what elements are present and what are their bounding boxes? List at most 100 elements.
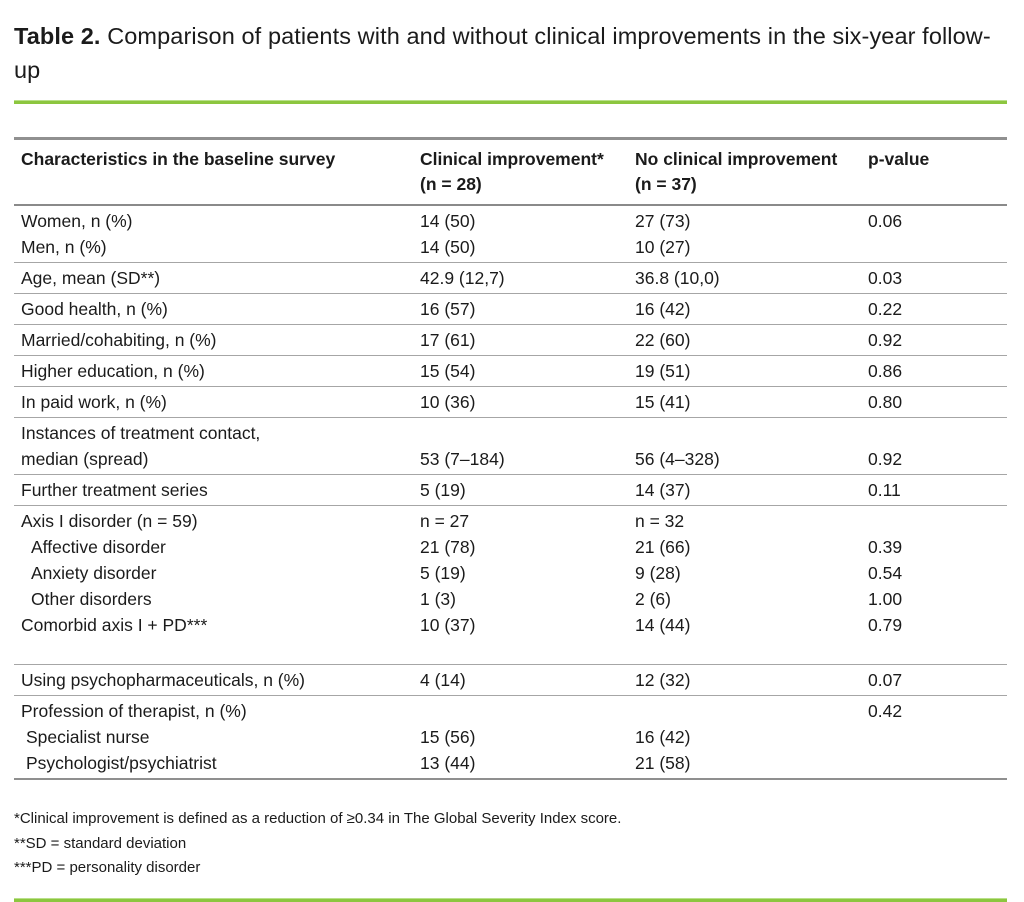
cell-value: 12 (32)	[635, 664, 868, 696]
cell-value: 10 (36)	[420, 386, 635, 418]
table-row: Women, n (%) 14 (50) 27 (73) 0.06	[14, 205, 1007, 234]
cell-p-value: 0.54	[868, 563, 903, 583]
cell-value: 2 (6)	[635, 589, 671, 609]
cell-value	[420, 696, 635, 725]
cell-p-value: 0.86	[868, 355, 1007, 387]
cell-value: 15 (56)	[420, 727, 476, 747]
row-label: Axis I disorder (n = 59)	[21, 511, 198, 531]
cell-value: 17 (61)	[420, 324, 635, 356]
cell-value: 13 (44)	[420, 750, 635, 780]
cell-value: 14 (37)	[635, 474, 868, 506]
row-label: Married/cohabiting, n (%)	[14, 324, 420, 356]
table-row: Further treatment series 5 (19) 14 (37) …	[14, 474, 1007, 506]
cell-value: 21 (78)	[420, 537, 476, 557]
row-label: Anxiety disorder	[31, 563, 157, 583]
cell-p-value: 0.03	[868, 262, 1007, 294]
footnote-clinical-improvement: *Clinical improvement is defined as a re…	[14, 810, 622, 827]
cell-value: 21 (58)	[635, 750, 868, 780]
cell-value: 22 (60)	[635, 324, 868, 356]
cell-value: 1 (3)	[420, 589, 456, 609]
cell-p-value: 0.42	[868, 701, 903, 721]
cell-p-value: 0.22	[868, 293, 1007, 325]
table-row: Psychologist/psychiatrist 13 (44) 21 (58…	[14, 750, 1007, 780]
cell-value: 4 (14)	[420, 664, 635, 696]
table-row: Age, mean (SD**) 42.9 (12,7) 36.8 (10,0)…	[14, 262, 1007, 294]
cell-p-value: 0.11	[868, 474, 1007, 506]
row-label: Using psychopharmaceuticals, n (%)	[14, 664, 420, 696]
header-clinical-improvement: Clinical improvement* (n = 28)	[420, 137, 635, 206]
cell-value: 9 (28)	[635, 563, 681, 583]
bottom-green-rule	[14, 897, 1007, 902]
cell-value: 19 (51)	[635, 355, 868, 387]
cell-value: 21 (66)	[635, 537, 691, 557]
row-label: Specialist nurse	[26, 727, 150, 747]
row-label: Affective disorder	[31, 537, 166, 557]
cell-value: 42.9 (12,7)	[420, 262, 635, 294]
top-green-rule	[14, 100, 1007, 104]
table-caption: Table 2. Comparison of patients with and…	[14, 19, 1004, 87]
cell-p-value: 1.00	[868, 589, 903, 609]
row-label: Instances of treatment contact, median (…	[14, 417, 420, 475]
footnote-pd: ***PD = personality disorder	[14, 859, 201, 876]
cell-p-value: 0.79	[868, 612, 1007, 665]
row-label: Men, n (%)	[14, 234, 420, 263]
cell-p-value: 0.39	[868, 537, 903, 557]
cell-value: 14 (44)	[635, 612, 868, 665]
table-row: Married/cohabiting, n (%) 17 (61) 22 (60…	[14, 324, 1007, 356]
table-row: In paid work, n (%) 10 (36) 15 (41) 0.80	[14, 386, 1007, 418]
cell-value: 15 (54)	[420, 355, 635, 387]
header-no-clinical-improvement: No clinical improvement (n = 37)	[635, 137, 868, 206]
row-label: Good health, n (%)	[14, 293, 420, 325]
cell-p-value	[868, 506, 1007, 535]
table-caption-label: Table 2.	[14, 23, 101, 49]
row-label: Further treatment series	[14, 474, 420, 506]
cell-p-value: 0.07	[868, 664, 1007, 696]
cell-value: 16 (57)	[420, 293, 635, 325]
row-label: Other disorders	[31, 589, 152, 609]
cell-value	[635, 696, 868, 725]
cell-p-value: 0.92	[868, 324, 1007, 356]
cell-value: 16 (42)	[635, 293, 868, 325]
cell-value: 10 (27)	[635, 234, 868, 263]
table-row: Affective disorder 21 (78) 21 (66) 0.39	[14, 534, 1007, 560]
row-label: Psychologist/psychiatrist	[14, 750, 420, 780]
cell-p-value	[868, 234, 1007, 263]
row-label: In paid work, n (%)	[14, 386, 420, 418]
table-row: Using psychopharmaceuticals, n (%) 4 (14…	[14, 664, 1007, 696]
table-row: Axis I disorder (n = 59) n = 27 n = 32	[14, 506, 1007, 535]
table-caption-text: Comparison of patients with and without …	[14, 23, 991, 83]
row-label: Higher education, n (%)	[14, 355, 420, 387]
row-label: Women, n (%)	[21, 211, 133, 231]
cell-p-value	[868, 750, 1007, 780]
header-p-value: p-value	[868, 137, 1007, 206]
footnote-sd: **SD = standard deviation	[14, 834, 187, 852]
table-row: Good health, n (%) 16 (57) 16 (42) 0.22	[14, 293, 1007, 325]
table-row: Anxiety disorder 5 (19) 9 (28) 0.54	[14, 560, 1007, 586]
row-label: Profession of therapist, n (%)	[21, 701, 247, 721]
cell-value: 15 (41)	[635, 386, 868, 418]
table-row: Higher education, n (%) 15 (54) 19 (51) …	[14, 355, 1007, 387]
cell-value: n = 27	[420, 511, 470, 531]
cell-value: n = 32	[635, 511, 685, 531]
cell-value: 5 (19)	[420, 474, 635, 506]
table-row: Comorbid axis I + PD*** 10 (37) 14 (44) …	[14, 612, 1007, 665]
comparison-table: Characteristics in the baseline survey C…	[14, 137, 1007, 780]
cell-value: 56 (4–328)	[635, 417, 868, 475]
footnotes: *Clinical improvement is defined as a re…	[14, 807, 1007, 881]
table-row: Specialist nurse 15 (56) 16 (42)	[14, 724, 1007, 750]
table-row: Instances of treatment contact, median (…	[14, 417, 1007, 475]
table-row: Men, n (%) 14 (50) 10 (27)	[14, 234, 1007, 263]
cell-value: 14 (50)	[420, 211, 476, 231]
cell-value: 5 (19)	[420, 563, 466, 583]
row-label: Comorbid axis I + PD***	[14, 612, 420, 665]
cell-p-value: 0.92	[868, 417, 1007, 475]
cell-p-value	[868, 724, 1007, 750]
cell-value: 27 (73)	[635, 211, 691, 231]
cell-value: 16 (42)	[635, 727, 691, 747]
table-row: Other disorders 1 (3) 2 (6) 1.00	[14, 586, 1007, 612]
cell-p-value: 0.06	[868, 211, 903, 231]
cell-value: 36.8 (10,0)	[635, 262, 868, 294]
table-row: Profession of therapist, n (%) 0.42	[14, 696, 1007, 725]
cell-value: 10 (37)	[420, 612, 635, 665]
cell-p-value: 0.80	[868, 386, 1007, 418]
